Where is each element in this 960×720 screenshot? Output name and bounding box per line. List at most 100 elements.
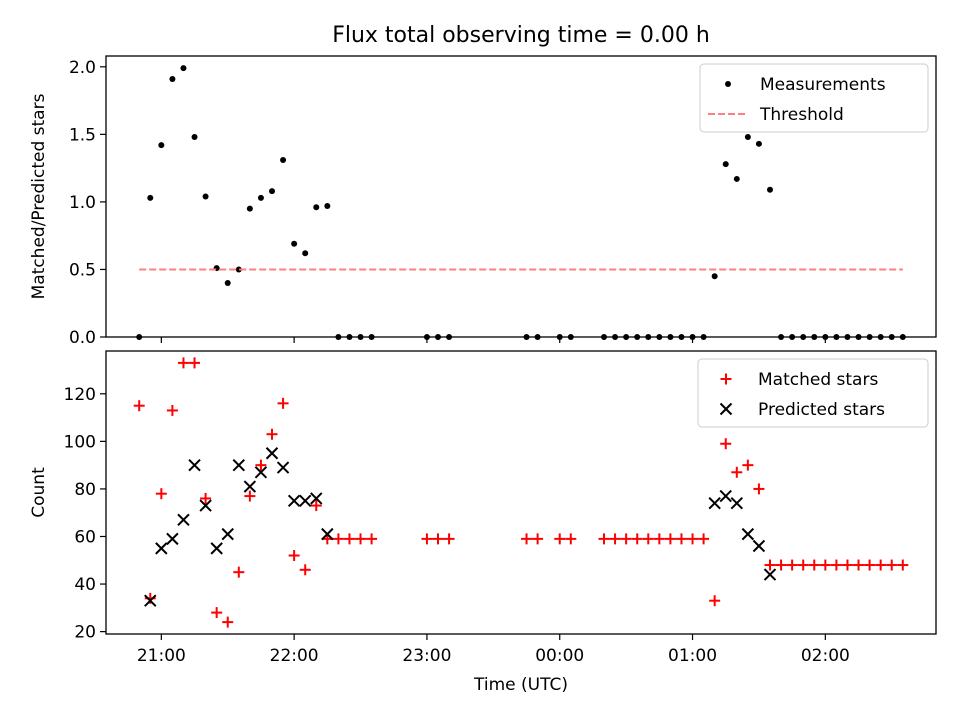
matched-star-marker [886,559,898,571]
matched-star-marker [233,566,245,578]
figure-title: Flux total observing time = 0.00 h [332,23,710,48]
matched-star-marker [222,616,234,628]
measurement-point [711,273,718,280]
matched-star-marker [355,533,367,545]
measurement-point [733,175,740,182]
series-matched-stars [133,357,909,628]
marker-stroke [177,513,190,527]
measurement-point [235,266,242,273]
legend: Matched stars Predicted stars [697,358,929,428]
matched-star-marker [310,500,322,512]
measurement-point [291,240,298,247]
predicted-star-marker [177,513,190,527]
y-tick-label: 0.5 [69,260,96,280]
matched-star-marker [200,492,212,504]
legend-label: Threshold [759,105,844,125]
marker-stroke [752,539,766,553]
predicted-star-marker [310,492,323,505]
top-plot-measurements-ratio: 0.0 0.5 1.0 1.5 2.0 Matched/Predicted stars Me… [29,55,937,348]
predicted-star-marker [276,461,290,474]
measurement-point [280,157,287,164]
y-tick-label: 100 [64,432,96,452]
x-tick-label: 23:00 [402,646,451,666]
y-tick-label: 40 [74,575,96,595]
marker-stroke [188,458,201,472]
measurement-point [246,205,253,212]
predicted-star-marker [232,458,246,472]
predicted-star-marker [254,466,268,479]
matched-star-marker [177,357,189,369]
matched-star-marker [155,488,167,500]
measurement-point [169,75,176,82]
marker-stroke [741,527,755,541]
matched-star-marker [731,466,743,478]
y-tick-label: 2.0 [69,58,96,78]
measurement-point [767,186,773,193]
marker-stroke [199,499,212,512]
matched-star-marker [797,559,809,571]
matched-star-marker [620,533,632,545]
marker-stroke [763,568,777,581]
matched-star-marker [642,533,654,545]
matched-star-marker [166,404,178,416]
matched-star-marker [609,533,621,545]
predicted-star-marker [144,594,157,607]
matched-star-marker [653,533,665,545]
measurement-point [744,134,751,141]
predicted-star-marker [199,499,212,512]
predicted-star-marker [741,527,755,541]
matched-star-marker [343,533,355,545]
legend-label: Predicted stars [758,400,885,420]
matched-star-marker [211,607,223,619]
matched-star-marker [299,564,311,576]
matched-star-marker [830,559,842,571]
marker-stroke [254,466,268,479]
predicted-star-marker [166,532,179,546]
marker-stroke [144,594,157,607]
predicted-star-marker [188,458,201,472]
matched-star-marker [841,559,853,571]
measurement-point [722,161,729,168]
matched-star-marker [443,533,455,545]
matched-star-marker [664,533,676,545]
matched-star-marker [532,533,544,545]
matched-star-marker [189,357,201,369]
matched-star-marker [819,559,831,571]
marker-stroke [166,532,179,546]
measurement-point [180,65,187,72]
legend-label: Matched stars [758,370,878,390]
measurement-point [269,188,275,195]
predicted-star-marker [155,542,168,555]
matched-star-marker [133,400,145,412]
legend-label: Measurements [760,75,886,95]
x-axis-label: Time (UTC) [473,675,568,695]
matched-star-marker [266,428,278,440]
measurement-point [257,194,264,201]
predicted-star-marker [265,447,279,460]
series-predicted-stars [144,447,777,607]
measurement-point [324,202,331,209]
y-axis-label: Matched/Predicted stars [29,93,49,299]
legend-box [697,358,929,428]
matched-star-marker [554,533,566,545]
x-tick-label: 21:00 [137,646,186,666]
predicted-star-marker [210,542,223,555]
matched-star-marker [687,533,699,545]
matched-star-marker [720,438,732,450]
measurement-point [302,250,309,257]
measurement-point [147,194,154,201]
matched-star-marker [255,459,267,471]
matched-star-marker [709,595,721,607]
predicted-star-marker [730,496,744,510]
marker-stroke [719,489,732,503]
matched-star-marker [775,559,787,571]
legend-box [699,63,929,133]
matched-star-marker [631,533,643,545]
legend-marker-measurements [725,81,731,87]
matched-star-marker [565,533,577,545]
matched-star-marker [786,559,798,571]
predicted-star-marker [763,568,777,581]
x-tick-label: 22:00 [270,646,319,666]
measurement-point [191,134,198,141]
